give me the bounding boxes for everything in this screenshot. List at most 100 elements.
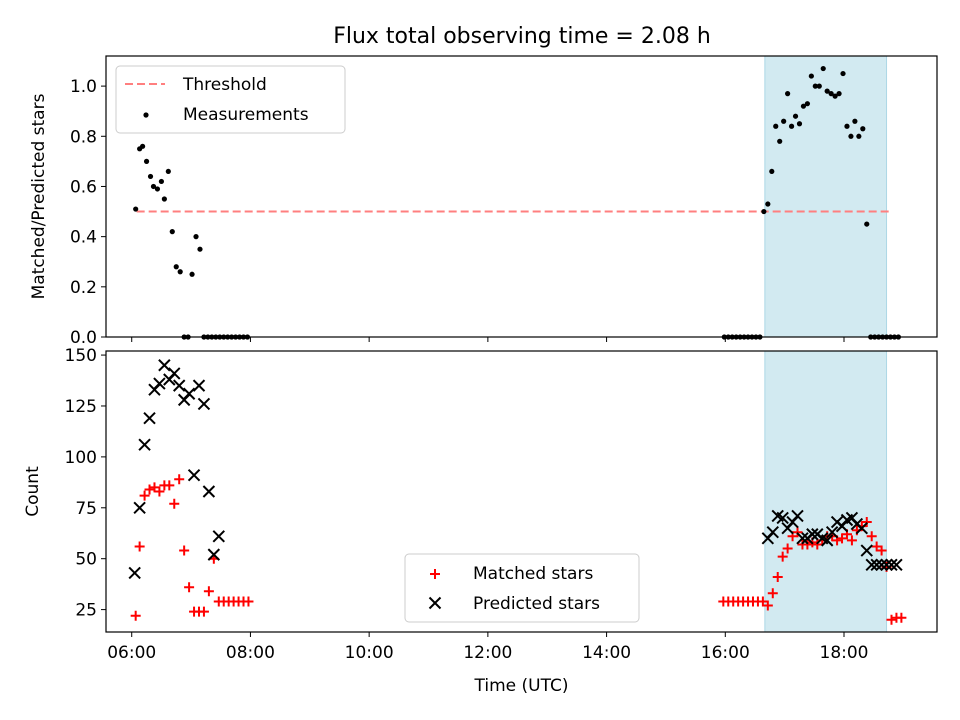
- x-tick-label: 06:00: [107, 643, 156, 663]
- measurement-point: [824, 88, 830, 94]
- measurement-point: [816, 83, 822, 89]
- predicted-star-point: [820, 534, 834, 547]
- predicted-star-point: [128, 566, 141, 580]
- matched-star-point: [782, 543, 793, 554]
- top-y-tick-label: 0.4: [70, 228, 97, 248]
- x-tick-label: 12:00: [463, 643, 512, 663]
- predicted-star-point: [865, 558, 878, 572]
- x-axis-label: Time (UTC): [474, 676, 569, 696]
- x-tick-label: 10:00: [345, 643, 394, 663]
- matched-star-point: [144, 484, 155, 495]
- matched-star-point: [130, 610, 141, 621]
- matched-star-point: [767, 588, 778, 599]
- measurement-point: [856, 133, 862, 139]
- predicted-star-point: [855, 521, 869, 535]
- predicted-star-point: [875, 558, 888, 572]
- chart-plot-layer: 06:00 08:00 10:00 12:00 14:00 16:00 18:00 0.0 0.…: [23, 55, 938, 696]
- predicted-star-point: [806, 528, 819, 541]
- measurement-point: [781, 118, 787, 124]
- measurement-point: [773, 123, 779, 129]
- bottom-y-tick-label: 75: [75, 499, 97, 519]
- measurement-point: [133, 206, 139, 212]
- legend-predicted-swatch: [428, 596, 442, 610]
- predicted-star-point: [860, 544, 873, 557]
- matched-star-point: [198, 606, 209, 617]
- bottom-y-tick-label: 25: [75, 601, 97, 621]
- top-y-axis-label: Matched/Predicted stars: [29, 93, 49, 299]
- bottom-y-tick-label: 125: [65, 397, 97, 417]
- measurement-point: [800, 103, 807, 109]
- measurement-point: [832, 93, 838, 99]
- legend-measurement-label: Measurements: [183, 105, 309, 125]
- matched-star-point: [866, 531, 877, 542]
- matched-star-point: [896, 612, 907, 623]
- measurement-point: [165, 168, 171, 175]
- top-legend-box: [115, 65, 346, 134]
- matched-star-point: [886, 614, 897, 625]
- predicted-star-point: [182, 387, 196, 400]
- measurement-point: [788, 123, 795, 129]
- measurement-point: [761, 208, 767, 215]
- matched-star-point: [861, 517, 872, 528]
- top-axes-frame: [105, 55, 938, 338]
- matched-star-point: [169, 498, 180, 509]
- predicted-star-point: [880, 558, 893, 572]
- legend-measurement-swatch: [143, 112, 149, 118]
- matched-star-point: [184, 582, 195, 593]
- matched-star-point: [139, 490, 150, 501]
- measurement-point: [785, 91, 791, 97]
- measurement-point: [143, 158, 150, 164]
- predicted-star-point: [207, 548, 221, 561]
- top-highlight-span: [764, 55, 888, 338]
- measurement-point: [820, 65, 826, 72]
- measurement-point: [769, 168, 775, 175]
- bottom-highlight-span: [764, 350, 888, 633]
- bottom-legend: Matched stars Predicted stars: [404, 553, 640, 623]
- predicted-star-point: [172, 379, 186, 392]
- measurement-point: [844, 123, 850, 129]
- measurement-point: [147, 173, 154, 180]
- predicted-star-point: [212, 530, 225, 543]
- top-y-tick-label: 0.8: [70, 127, 97, 147]
- matched-star-point: [203, 586, 214, 597]
- predicted-star-point: [766, 526, 779, 539]
- predicted-star-point: [776, 511, 789, 525]
- measurement-point: [804, 101, 811, 107]
- matched-star-point: [243, 596, 254, 607]
- measurement-point: [197, 246, 203, 252]
- matched-star-point: [134, 541, 145, 552]
- predicted-star-point: [153, 377, 166, 390]
- bottom-y-axis-label: Count: [23, 466, 43, 517]
- chart-title: Flux total observing time = 2.08 h: [333, 24, 711, 49]
- x-tick-label: 18:00: [820, 643, 869, 663]
- measurement-point: [852, 118, 858, 124]
- predicted-star-point: [202, 485, 216, 498]
- measurement-point: [765, 201, 771, 207]
- measurement-point: [836, 91, 842, 97]
- x-tick-label: 14:00: [582, 643, 631, 663]
- measurement-point: [154, 186, 161, 192]
- predicted-star-point: [168, 367, 181, 380]
- x-tick-label: 08:00: [226, 643, 275, 663]
- predicted-star-point: [158, 359, 171, 372]
- bottom-legend-box: [404, 553, 640, 623]
- measurement-point: [777, 138, 783, 144]
- predicted-star-point: [138, 438, 151, 451]
- measurement-point: [808, 73, 814, 79]
- predicted-star-point: [796, 532, 809, 545]
- matched-star-point: [179, 545, 190, 556]
- measurement-point: [189, 271, 195, 277]
- top-legend: Threshold Measurements: [115, 65, 346, 134]
- measurement-point: [161, 196, 167, 202]
- legend-predicted-label: Predicted stars: [473, 594, 600, 614]
- bottom-axes-frame: [105, 350, 938, 633]
- matched-star-point: [792, 527, 803, 538]
- matched-star-point: [174, 474, 185, 485]
- measurement-point: [812, 83, 818, 89]
- measurement-point: [848, 133, 854, 139]
- top-y-tick-label: 1.0: [70, 77, 97, 97]
- measurement-point: [828, 91, 834, 97]
- predicted-star-point: [885, 558, 898, 572]
- matched-star-point: [777, 551, 788, 562]
